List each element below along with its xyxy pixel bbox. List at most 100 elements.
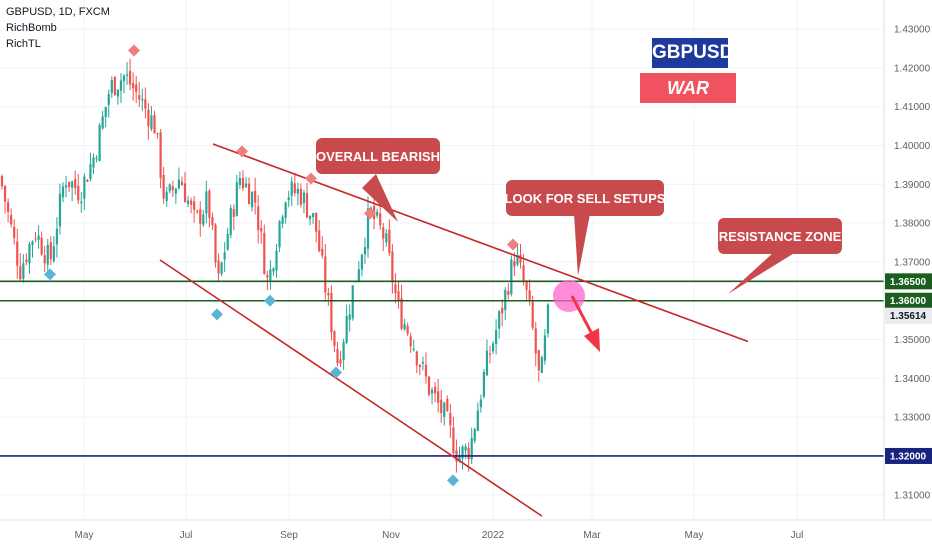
candle-body <box>52 246 55 262</box>
sell-setups-callout: LOOK FOR SELL SETUPS <box>505 180 666 276</box>
candle-body <box>260 227 263 232</box>
time-tick-label: 2022 <box>482 530 505 541</box>
candle-body <box>28 243 31 264</box>
candle-body <box>132 83 135 89</box>
candle-body <box>171 186 174 191</box>
candle-body <box>488 353 492 355</box>
indicator-richbomb[interactable]: RichBomb <box>6 22 57 34</box>
candle-body <box>382 227 385 239</box>
price-tick-label: 1.33000 <box>894 413 931 424</box>
candle-body <box>205 191 208 214</box>
symbol-legend[interactable]: GBPUSD, 1D, FXCM <box>6 6 110 18</box>
candle-body <box>162 175 165 199</box>
candle-body <box>418 365 421 368</box>
candle-body <box>174 188 177 194</box>
candle-body <box>348 314 351 320</box>
candle-body <box>424 364 428 377</box>
candle-body <box>388 229 391 254</box>
candle-body <box>412 348 415 350</box>
candle-body <box>504 289 507 310</box>
candle-body <box>43 255 46 264</box>
candle-body <box>64 185 68 188</box>
swing-high-marker-icon <box>128 44 140 57</box>
swing-low-marker-icon <box>447 474 459 487</box>
candle-body <box>534 328 537 354</box>
time-tick-label: May <box>75 530 94 541</box>
candle-body <box>211 217 214 226</box>
candle-body <box>446 399 449 412</box>
candle-body <box>302 192 306 204</box>
swing-low-marker-icon <box>44 268 56 281</box>
candle-body <box>159 132 162 179</box>
candle-body <box>321 248 324 256</box>
candle-body <box>0 176 4 187</box>
price-axis[interactable]: 1.43000 1.42000 1.41000 1.40000 1.39000 1.380… <box>894 25 931 502</box>
candle-body <box>144 99 147 109</box>
candle-body <box>519 254 522 263</box>
candle-body <box>385 233 388 243</box>
candle-body <box>330 292 333 333</box>
candle-body <box>305 193 309 218</box>
candle-body <box>336 349 339 364</box>
candle-body <box>92 157 95 168</box>
candle-body <box>473 429 476 441</box>
candle-body <box>403 323 406 330</box>
swing-high-marker-icon <box>305 172 317 185</box>
candle-body <box>360 254 363 270</box>
candle-body <box>443 402 446 417</box>
candle-body <box>71 181 74 188</box>
candle-body <box>342 341 345 361</box>
candle-body <box>537 350 540 371</box>
candle-body <box>135 84 138 92</box>
candle-body <box>232 209 235 217</box>
candle-body <box>513 261 516 267</box>
last-price-label: 1.35614 <box>890 311 927 322</box>
candle-body <box>122 75 126 82</box>
candle-body <box>80 201 83 204</box>
swing-high-marker-icon <box>236 145 248 158</box>
candle-body <box>452 427 455 454</box>
candle-body <box>281 216 284 224</box>
candle-body <box>464 446 467 451</box>
candle-body <box>10 215 13 225</box>
candle-body <box>104 106 107 117</box>
candle-body <box>229 207 232 236</box>
candle-body <box>415 351 418 366</box>
trendlines <box>159 143 749 517</box>
candle-body <box>430 389 434 394</box>
time-axis[interactable]: May Jul Sep Nov 2022 Mar May Jul <box>75 530 804 541</box>
candle-body <box>409 336 412 347</box>
candle-body <box>324 256 327 293</box>
candle-body <box>202 214 205 225</box>
indicator-richtl[interactable]: RichTL <box>6 38 41 50</box>
sell-zone-circle <box>553 280 585 312</box>
candle-body <box>77 186 80 201</box>
candle-body <box>110 80 113 94</box>
candle-body <box>46 244 49 265</box>
sell-setups-label: LOOK FOR SELL SETUPS <box>505 191 666 206</box>
overall-bearish-pointer <box>362 174 398 222</box>
candle-body <box>196 210 199 212</box>
candle-body <box>226 233 229 250</box>
price-tick-label: 1.31000 <box>894 490 931 501</box>
candle-body <box>208 190 211 218</box>
overall-bearish-label: OVERALL BEARISH <box>316 149 440 164</box>
price-tick-label: 1.40000 <box>894 141 931 152</box>
candle-body <box>19 266 22 280</box>
candle-body <box>58 193 62 227</box>
pair-badge: GBPUSD <box>652 38 733 68</box>
horizontal-levels <box>0 280 884 457</box>
candlesticks <box>0 58 550 473</box>
candle-body <box>366 208 370 249</box>
candle-body <box>235 182 238 216</box>
candle-body <box>37 235 40 240</box>
candle-body <box>107 94 110 105</box>
level-price-box <box>885 292 932 309</box>
candle-body <box>345 316 348 343</box>
time-tick-label: Jul <box>180 530 193 541</box>
candle-body <box>89 164 92 180</box>
candle-body <box>528 290 531 300</box>
candle-body <box>168 184 171 192</box>
